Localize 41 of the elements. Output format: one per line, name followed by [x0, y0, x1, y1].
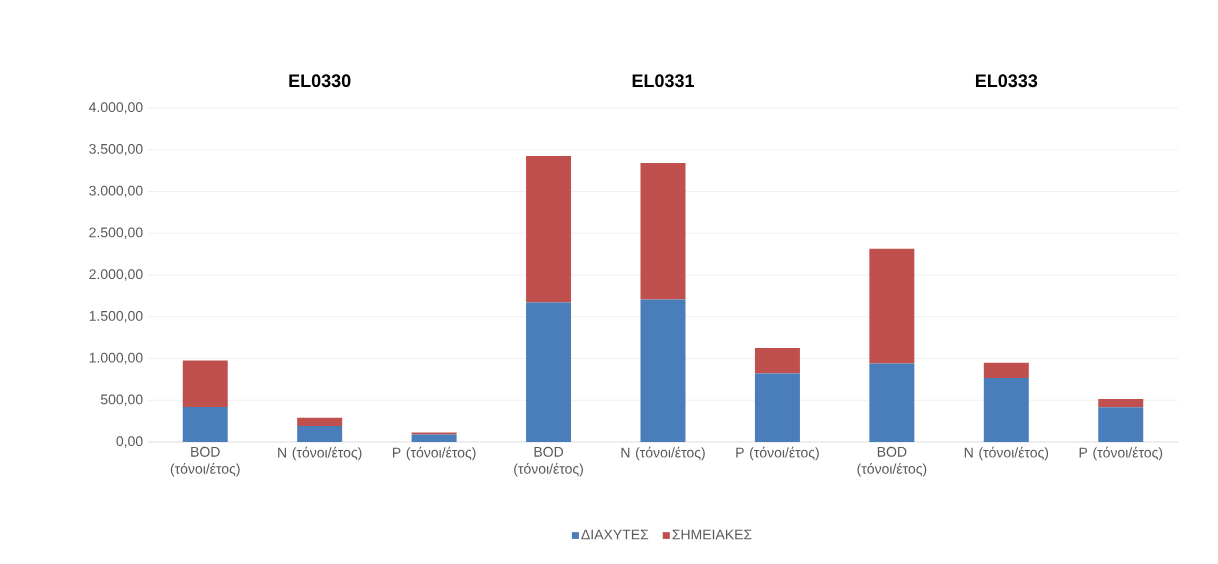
bar	[411, 434, 457, 442]
y-tick-label: 1.000,00	[89, 352, 143, 365]
x-tick-label: N (τόνοι/έτος)	[278, 446, 362, 461]
x-tick-label: P (τόνοι/έτος)	[1079, 446, 1163, 461]
bar	[182, 360, 228, 407]
bar	[526, 156, 572, 303]
bar	[754, 373, 800, 442]
bar	[297, 426, 343, 442]
legend-label: ΣΗΜΕΙΑΚΕΣ	[672, 529, 752, 540]
bar	[983, 362, 1029, 379]
bar	[754, 348, 800, 374]
text: EL0333	[975, 74, 1038, 88]
x-tick-label: P (τόνοι/έτος)	[736, 446, 819, 461]
x-tick-label: N (τόνοι/έτος)	[621, 446, 705, 461]
bar	[411, 432, 457, 435]
bar	[983, 378, 1029, 442]
x-tick-label: N (τόνοι/έτος)	[964, 446, 1049, 461]
bar	[1098, 398, 1144, 408]
y-tick-label: 4.000,00	[88, 102, 143, 114]
text: EL0330	[289, 74, 351, 88]
bar	[182, 406, 228, 442]
x-tick-label: BOD (τόνοι/έτος)	[170, 446, 240, 477]
x-tick-label: P (τόνοι/έτος)	[393, 446, 476, 461]
y-tick-label: 3.500,00	[89, 143, 143, 156]
x-tick-label: BOD (τόνοι/έτος)	[514, 446, 583, 477]
x-tick-label: BOD (τόνοι/έτος)	[857, 446, 927, 477]
bar	[869, 248, 915, 364]
y-tick-label: 2.000,00	[89, 269, 143, 281]
bar	[869, 363, 915, 442]
text: EL0331	[632, 74, 695, 88]
y-tick-label: 2.500,00	[89, 227, 143, 240]
y-tick-label: 1.500,00	[89, 310, 143, 323]
bar	[526, 302, 572, 442]
bar	[297, 417, 343, 427]
y-tick-label: 0,00	[116, 436, 143, 448]
bar	[1098, 407, 1144, 442]
legend-label: ΔΙΑΧΥΤΕΣ	[581, 529, 649, 540]
y-tick-label: 3.000,00	[89, 185, 143, 198]
bar	[640, 299, 686, 442]
y-tick-label: 500,00	[100, 394, 143, 407]
bar	[640, 163, 686, 300]
